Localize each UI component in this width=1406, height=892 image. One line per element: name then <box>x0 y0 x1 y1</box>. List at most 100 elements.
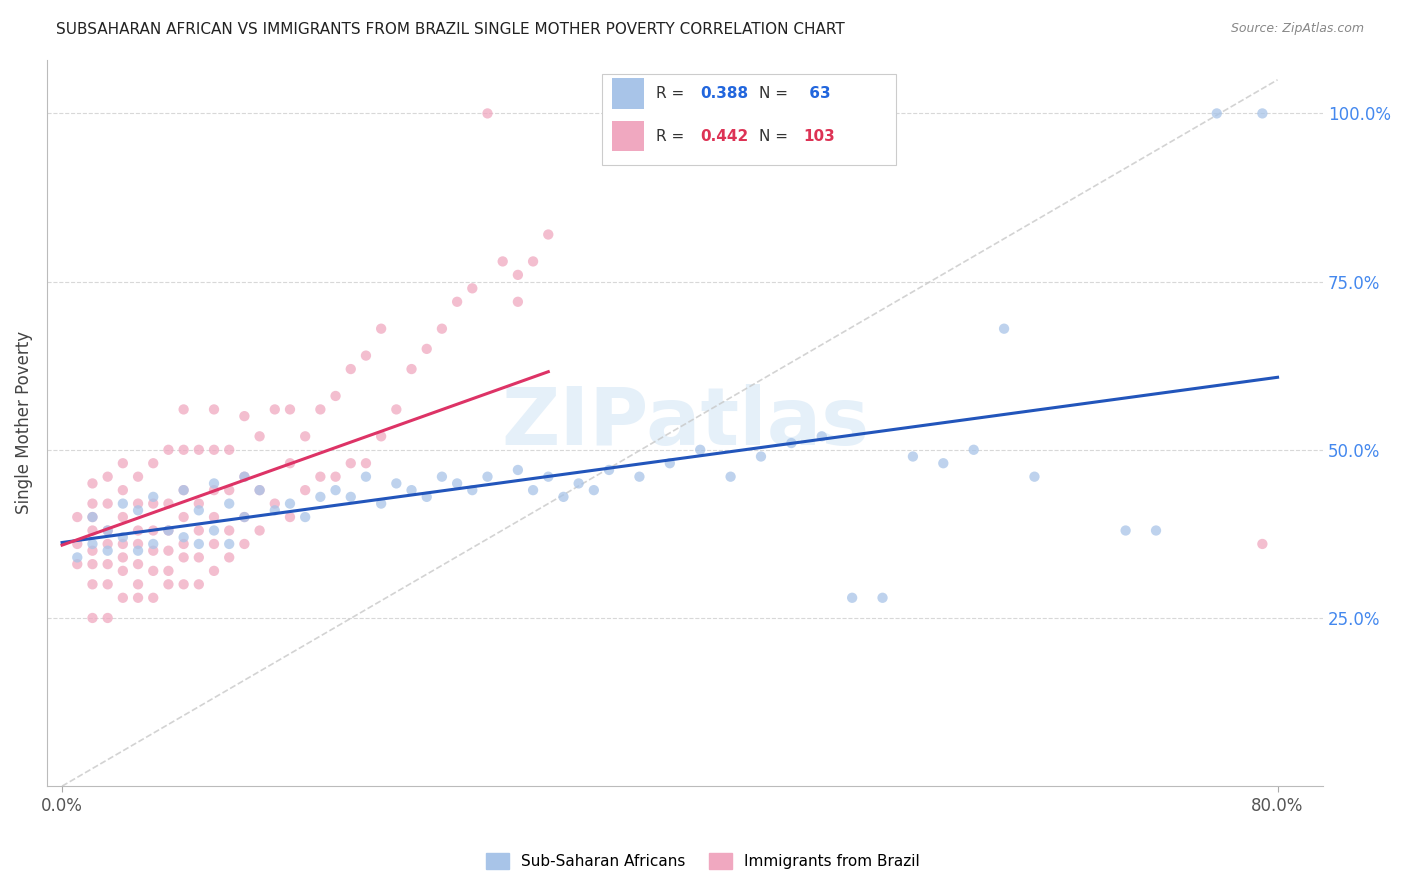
Point <box>278 456 301 470</box>
Point <box>249 483 271 497</box>
Point <box>354 349 377 363</box>
Text: Source: ZipAtlas.com: Source: ZipAtlas.com <box>1230 22 1364 36</box>
Point <box>339 362 361 376</box>
Point <box>233 409 256 424</box>
Point <box>82 537 104 551</box>
Point <box>1024 469 1046 483</box>
Point <box>537 469 560 483</box>
Point <box>263 497 285 511</box>
Point <box>294 510 316 524</box>
Point <box>97 469 120 483</box>
Point <box>127 469 149 483</box>
Point <box>841 591 863 605</box>
Point <box>157 442 180 457</box>
Point <box>82 510 104 524</box>
Point <box>97 537 120 551</box>
Point <box>416 342 439 356</box>
Point <box>173 483 195 497</box>
Point <box>461 281 484 295</box>
Point <box>202 537 225 551</box>
Point <box>82 497 104 511</box>
Point <box>963 442 986 457</box>
Point <box>157 543 180 558</box>
Point <box>97 497 120 511</box>
Point <box>142 456 165 470</box>
Point <box>446 294 468 309</box>
Point <box>477 106 499 120</box>
Point <box>111 510 134 524</box>
Point <box>142 543 165 558</box>
Point <box>66 537 89 551</box>
Point <box>385 476 408 491</box>
Point <box>430 469 453 483</box>
Point <box>173 442 195 457</box>
Point <box>127 497 149 511</box>
Text: R =: R = <box>655 86 689 101</box>
Point <box>370 497 392 511</box>
Text: N =: N = <box>759 86 793 101</box>
Point <box>218 483 240 497</box>
Point <box>82 524 104 538</box>
Point <box>97 524 120 538</box>
Point <box>187 537 209 551</box>
Point <box>598 463 620 477</box>
Point <box>218 442 240 457</box>
Point <box>173 577 195 591</box>
Point <box>142 497 165 511</box>
Point <box>233 537 256 551</box>
Point <box>82 557 104 571</box>
Point <box>522 483 544 497</box>
Point <box>66 510 89 524</box>
Text: N =: N = <box>759 128 793 144</box>
Point <box>97 543 120 558</box>
Point <box>173 550 195 565</box>
Point <box>82 611 104 625</box>
Point <box>1144 524 1167 538</box>
Point <box>202 442 225 457</box>
Point <box>142 537 165 551</box>
Point <box>582 483 605 497</box>
Point <box>233 510 256 524</box>
Text: 63: 63 <box>804 86 831 101</box>
Point <box>202 564 225 578</box>
Point <box>416 490 439 504</box>
Point <box>127 591 149 605</box>
Point <box>263 402 285 417</box>
Point <box>932 456 955 470</box>
Point <box>1251 106 1274 120</box>
Point <box>97 611 120 625</box>
Point <box>218 537 240 551</box>
Point <box>506 268 529 282</box>
Point <box>187 503 209 517</box>
Point <box>233 469 256 483</box>
Point <box>82 577 104 591</box>
Point <box>233 469 256 483</box>
Point <box>370 321 392 335</box>
FancyBboxPatch shape <box>612 120 644 152</box>
Point <box>157 524 180 538</box>
Point <box>370 429 392 443</box>
Point <box>628 469 651 483</box>
Point <box>97 524 120 538</box>
Point <box>173 483 195 497</box>
Text: 0.442: 0.442 <box>700 128 748 144</box>
Point <box>202 524 225 538</box>
Point <box>66 550 89 565</box>
Point <box>127 524 149 538</box>
Point <box>492 254 515 268</box>
Point <box>111 483 134 497</box>
Point <box>111 530 134 544</box>
Point <box>142 564 165 578</box>
Point <box>325 483 347 497</box>
Point <box>278 402 301 417</box>
Point <box>82 543 104 558</box>
Point <box>218 497 240 511</box>
Point <box>309 490 332 504</box>
Point <box>187 524 209 538</box>
Point <box>142 591 165 605</box>
Point <box>278 510 301 524</box>
Point <box>385 402 408 417</box>
Point <box>173 537 195 551</box>
Point <box>111 550 134 565</box>
Point <box>173 510 195 524</box>
